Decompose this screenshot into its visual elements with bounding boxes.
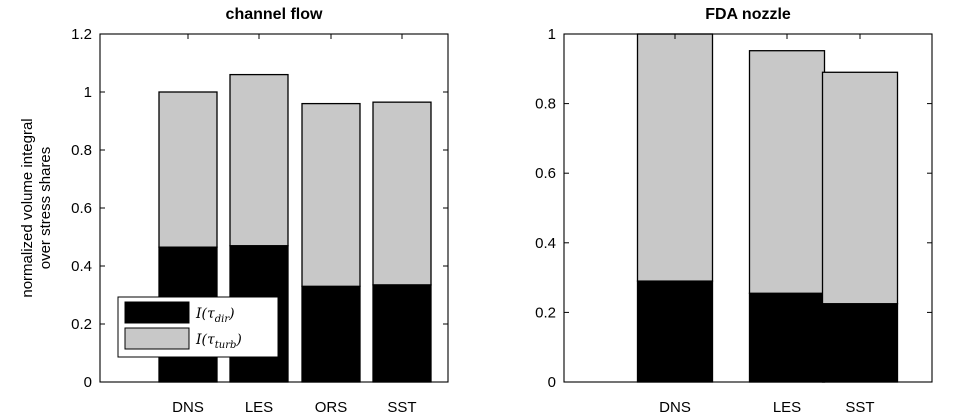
fda-nozzle-panel: FDA nozzle DNS LES SST 0 0.2 0.4 0.6 0.8 1: [535, 6, 933, 416]
y-tick-label: 1: [548, 26, 556, 43]
x-tick-label: DNS: [172, 399, 204, 416]
fda-nozzle-title: FDA nozzle: [705, 6, 791, 23]
legend-label-dir: I(τdir): [195, 306, 235, 325]
bar-ors-dir: [301, 285, 361, 383]
bar-dns-turb: [636, 33, 714, 282]
bar-les-turb: [748, 50, 826, 294]
legend-swatch-dir: [124, 301, 190, 324]
y-tick-label: 0.6: [535, 165, 556, 182]
bar-dns-dir: [636, 280, 714, 383]
axes-box: [563, 33, 933, 383]
y-tick-label: 1: [84, 84, 92, 101]
x-tick-label: ORS: [315, 399, 348, 416]
channel-flow-panel: channel flow normalized volume integral …: [19, 6, 449, 416]
bar-sst-turb: [821, 71, 899, 305]
y-axis-label-line-2: over stress shares: [37, 147, 54, 270]
legend-swatch-turb: [124, 327, 190, 350]
x-tick-label: LES: [245, 399, 273, 416]
y-tick-label: 0.8: [71, 142, 92, 159]
x-tick-label: SST: [845, 399, 874, 416]
y-tick-label: 0.6: [71, 200, 92, 217]
y-tick-label: 0.2: [71, 316, 92, 333]
fda-nozzle-bars: [636, 33, 899, 383]
bar-les-dir: [748, 292, 826, 383]
legend: I(τdir) I(τturb): [117, 296, 279, 358]
channel-flow-title: channel flow: [226, 6, 323, 23]
legend-label-turb: I(τturb): [195, 332, 242, 351]
bar-dns-turb: [158, 91, 218, 248]
y-tick-label: 0: [548, 374, 556, 391]
x-tick-label: DNS: [659, 399, 691, 416]
bar-les-turb: [229, 73, 289, 247]
y-tick-label: 0.4: [71, 258, 92, 275]
y-tick-label: 0: [84, 374, 92, 391]
bar-sst-turb: [372, 101, 432, 286]
bar-sst-dir: [821, 303, 899, 383]
bar-ors-turb: [301, 102, 361, 287]
bar-sst-dir: [372, 284, 432, 383]
y-axis-label-line-1: normalized volume integral: [19, 118, 36, 297]
x-tick-label: SST: [387, 399, 416, 416]
channel-flow-axes: DNS LES ORS SST 0 0.2 0.4 0.6 0.8 1 1.2: [71, 26, 449, 416]
y-tick-label: 0.8: [535, 96, 556, 113]
y-tick-label: 1.2: [71, 26, 92, 43]
y-tick-label: 0.2: [535, 304, 556, 321]
y-tick-label: 0.4: [535, 235, 556, 252]
fda-nozzle-axes: DNS LES SST 0 0.2 0.4 0.6 0.8 1: [535, 26, 933, 416]
x-tick-label: LES: [773, 399, 801, 416]
